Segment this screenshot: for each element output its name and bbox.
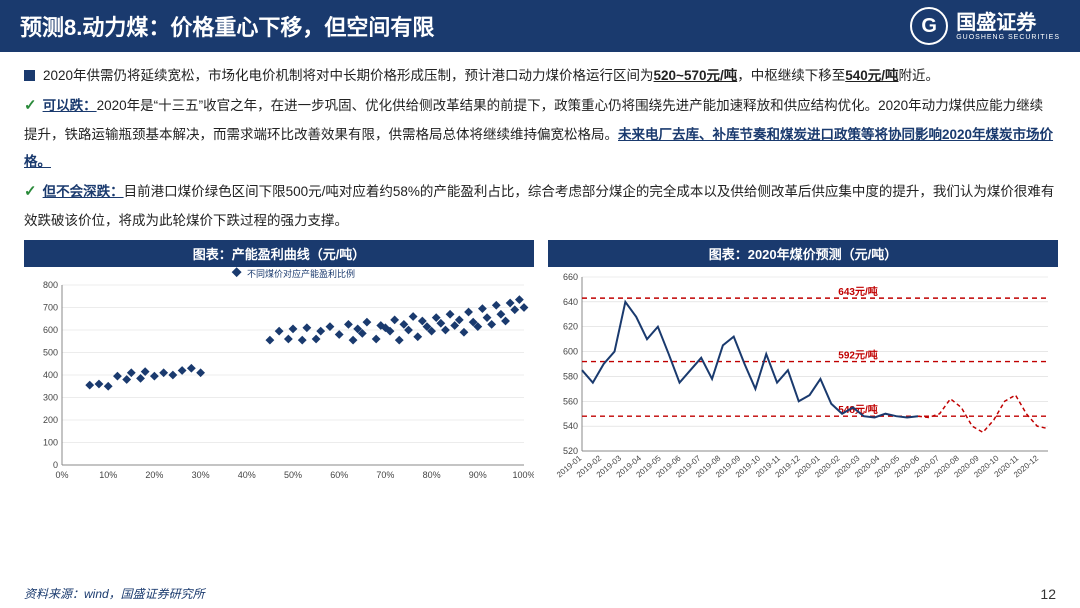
svg-text:70%: 70%	[376, 470, 394, 480]
svg-text:660: 660	[563, 272, 578, 282]
page-number: 12	[1040, 586, 1056, 602]
svg-text:700: 700	[43, 303, 58, 313]
svg-text:800: 800	[43, 280, 58, 290]
svg-text:600: 600	[563, 347, 578, 357]
svg-text:548元/吨: 548元/吨	[838, 403, 877, 416]
logo-text: 国盛证券	[956, 12, 1060, 34]
source-footer: 资料来源：wind，国盛证券研究所	[24, 585, 205, 602]
svg-text:643元/吨: 643元/吨	[838, 285, 877, 298]
svg-text:200: 200	[43, 415, 58, 425]
svg-text:400: 400	[43, 370, 58, 380]
svg-text:540: 540	[563, 421, 578, 431]
svg-text:10%: 10%	[99, 470, 117, 480]
chart-left-box: 图表：产能盈利曲线（元/吨） 0 100 200 300 400 500 600 700 800…	[24, 240, 534, 487]
svg-text:580: 580	[563, 371, 578, 381]
chart-right-title: 图表：2020年煤价预测（元/吨）	[548, 240, 1058, 267]
scatter-chart: 0 100 200 300 400 500 600 700 800 0% 10% 20% 30% 40% 5…	[24, 267, 534, 487]
logo-icon: G	[910, 7, 948, 45]
square-bullet-icon	[24, 70, 35, 81]
svg-text:620: 620	[563, 322, 578, 332]
svg-text:0%: 0%	[55, 470, 68, 480]
slide-header: 预测8.动力煤：价格重心下移，但空间有限 G 国盛证券 GUOSHENG SEC…	[0, 0, 1080, 52]
chart-right-box: 图表：2020年煤价预测（元/吨） 5205405605806006206406…	[548, 240, 1058, 487]
svg-text:100: 100	[43, 438, 58, 448]
svg-text:600: 600	[43, 325, 58, 335]
chart-left-area: 0 100 200 300 400 500 600 700 800 0% 10% 20% 30% 40% 5…	[24, 267, 534, 487]
bullet-not-deep-fall: ✓但不会深跌：目前港口煤价绿色区间下限500元/吨对应着约58%的产能盈利占比，…	[24, 177, 1056, 234]
company-logo: G 国盛证券 GUOSHENG SECURITIES	[910, 7, 1060, 45]
svg-text:640: 640	[563, 297, 578, 307]
svg-text:500: 500	[43, 348, 58, 358]
chart-right-area: 520540560580600620640660643元/吨592元/吨548元…	[548, 267, 1058, 487]
svg-text:60%: 60%	[330, 470, 348, 480]
svg-text:560: 560	[563, 396, 578, 406]
check-icon: ✓	[24, 97, 37, 114]
line-chart: 520540560580600620640660643元/吨592元/吨548元…	[548, 267, 1058, 487]
svg-text:20%: 20%	[145, 470, 163, 480]
logo-subtext: GUOSHENG SECURITIES	[956, 34, 1060, 41]
svg-text:40%: 40%	[238, 470, 256, 480]
svg-text:300: 300	[43, 393, 58, 403]
svg-text:80%: 80%	[423, 470, 441, 480]
svg-text:0: 0	[53, 460, 58, 470]
svg-text:不同煤价对应产能盈利比例: 不同煤价对应产能盈利比例	[247, 268, 355, 279]
slide-body: 2020年供需仍将延续宽松，市场化电价机制将对中长期价格形成压制，预计港口动力煤…	[0, 52, 1080, 487]
check-icon: ✓	[24, 183, 37, 200]
charts-row: 图表：产能盈利曲线（元/吨） 0 100 200 300 400 500 600 700 800…	[24, 240, 1056, 487]
svg-text:90%: 90%	[469, 470, 487, 480]
chart-left-title: 图表：产能盈利曲线（元/吨）	[24, 240, 534, 267]
svg-text:30%: 30%	[192, 470, 210, 480]
slide-title: 预测8.动力煤：价格重心下移，但空间有限	[20, 10, 434, 42]
svg-text:50%: 50%	[284, 470, 302, 480]
svg-text:100%: 100%	[512, 470, 534, 480]
svg-text:592元/吨: 592元/吨	[838, 349, 877, 362]
bullet-can-fall: ✓可以跌：2020年是“十三五”收官之年，在进一步巩固、优化供给侧改革结果的前提…	[24, 91, 1056, 175]
summary-paragraph: 2020年供需仍将延续宽松，市场化电价机制将对中长期价格形成压制，预计港口动力煤…	[24, 62, 1056, 89]
